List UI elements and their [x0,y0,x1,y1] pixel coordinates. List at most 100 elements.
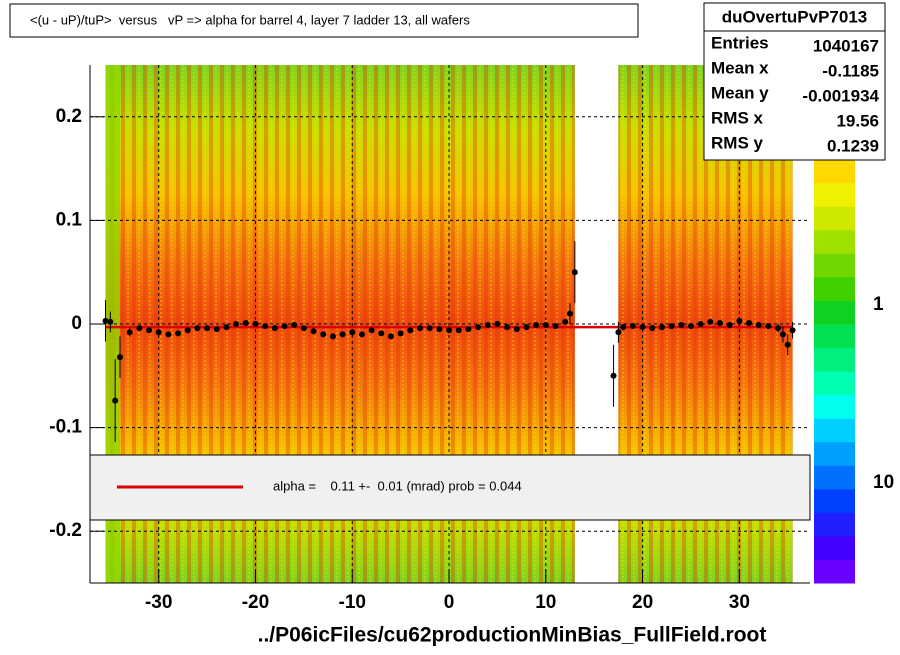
y-tick-label: 0.1 [56,209,83,230]
profile-point [155,329,162,336]
profile-point [475,324,482,331]
profile-point [717,319,723,326]
profile-point [204,325,211,332]
profile-point [615,329,622,336]
profile-point [233,321,240,327]
y-tick-label: -0.1 [49,417,82,438]
profile-point [242,319,249,326]
profile-point [465,326,472,333]
stats-value: -0.1185 [822,61,879,80]
profile-point [775,325,782,332]
profile-point [784,341,791,348]
palette-cell [814,394,855,419]
profile-point [175,330,182,337]
x-tick-label: 30 [729,592,750,613]
title-box [9,3,639,38]
x-axis-label: ../P06icFiles/cu62productionMinBias_Full… [258,624,767,647]
profile-point [567,310,573,317]
stats-title: duOvertuPvP7013 [722,7,868,26]
profile-point [194,325,201,332]
x-tick-label: 10 [535,592,556,613]
colorbar-label: 1 [873,294,884,315]
stats-label: RMS x [711,108,764,127]
profile-point [552,323,559,330]
profile-point [678,322,685,329]
profile-point [668,323,675,330]
palette-cell [814,229,855,254]
profile-point [102,317,109,324]
palette-cell [814,512,855,537]
profile-point [629,323,636,330]
profile-point [426,325,433,332]
profile-point [533,322,540,329]
profile-point [726,322,733,329]
profile-point [736,317,743,324]
profile-point [649,325,656,332]
palette-cell [814,535,855,560]
profile-point [387,333,394,340]
profile-point [339,331,346,338]
profile-point [112,397,119,404]
profile-point [281,323,288,330]
stats-value: 1040167 [813,36,879,55]
stats-label: Mean x [711,58,769,77]
profile-point [107,318,114,325]
profile-point [184,327,191,334]
profile-point [117,354,123,361]
palette-cell [814,159,855,184]
profile-point [252,321,259,327]
profile-point [446,327,453,334]
profile-point [494,321,501,327]
profile-point [687,323,694,330]
palette-cell [814,347,855,372]
palette-cell [814,253,855,278]
profile-point [620,324,627,331]
palette-cell [814,441,855,466]
palette-cell [814,559,855,584]
profile-point [213,326,220,333]
profile-point [639,324,646,331]
profile-point [271,325,278,332]
palette-cell [814,465,855,490]
profile-point [523,324,530,331]
heatmap-edge [105,65,120,583]
profile-point [571,269,578,276]
x-tick-label: -30 [145,592,172,613]
x-tick-label: -20 [242,592,269,613]
y-tick-label: 0 [71,313,82,334]
palette-cell [814,324,855,349]
palette-cell [814,182,855,207]
profile-point [358,331,365,338]
profile-point [300,325,307,332]
stats-label: RMS y [711,133,764,152]
profile-point [126,329,133,336]
profile-point [779,331,786,338]
profile-point [513,326,520,333]
palette-cell [814,488,855,513]
palette-cell [814,371,855,396]
profile-point [310,328,317,335]
profile-point [562,318,569,325]
profile-point [658,324,665,331]
stats-box [703,2,886,161]
stats-value: 19.56 [836,111,879,130]
profile-point [378,330,385,337]
profile-point [146,327,153,334]
x-tick-label: 0 [444,592,455,613]
profile-point [165,331,172,338]
profile-point [707,318,714,325]
profile-point [223,324,230,331]
profile-point [262,323,269,330]
profile-point [504,324,511,331]
legend-text: alpha = 0.11 +- 0.01 (mrad) prob = 0.044 [273,478,522,493]
profile-point [746,319,753,326]
palette-cell [814,300,855,325]
colorbar-label: 10 [873,472,894,493]
profile-point [407,327,414,334]
profile-point [484,322,491,329]
profile-point [765,323,772,330]
stats-value: 0.1239 [827,136,879,155]
profile-point [329,333,336,340]
palette-cell [814,206,855,231]
